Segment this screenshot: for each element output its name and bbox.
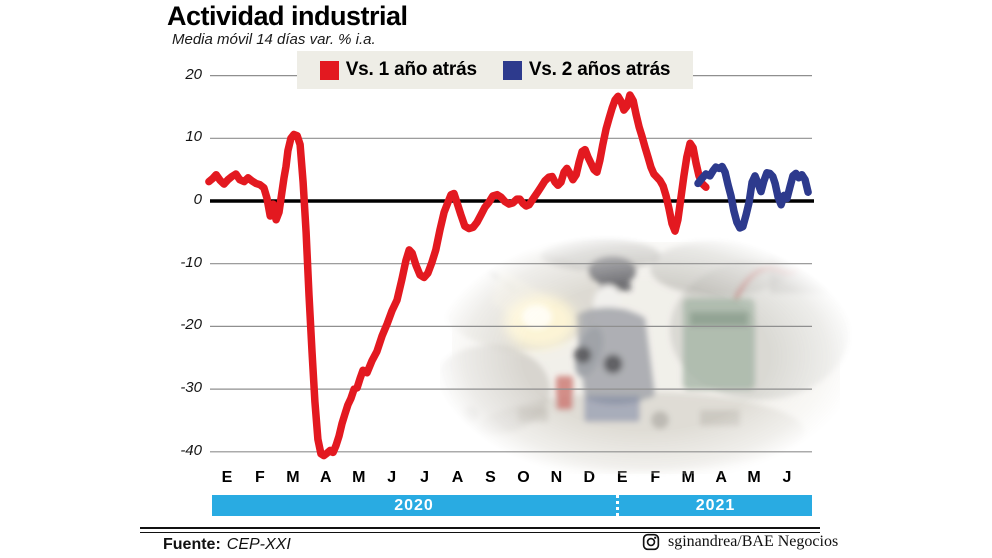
legend-item: Vs. 1 año atrás	[319, 59, 477, 81]
x-month-label: J	[420, 469, 430, 486]
legend-swatch-red	[319, 60, 339, 80]
x-month-label: N	[550, 469, 563, 486]
y-tick-label: -20	[180, 316, 202, 334]
source-line: Fuente: CEP-XXI	[163, 536, 291, 554]
y-tick-label: -10	[180, 253, 202, 271]
factory-worker-photo	[430, 237, 850, 474]
year-2020-segment: 2020	[212, 495, 619, 516]
x-month-label: S	[485, 469, 496, 486]
legend-swatch-blue	[502, 60, 522, 80]
instagram-icon	[642, 533, 660, 551]
legend-item: Vs. 2 años atrás	[502, 59, 671, 81]
legend-label: Vs. 1 año atrás	[345, 59, 477, 80]
x-month-label: M	[286, 469, 300, 486]
x-month-label: A	[451, 469, 464, 486]
series-line-blue	[694, 162, 812, 232]
page-title: Actividad industrial	[167, 1, 408, 31]
year-label-2021: 2021	[695, 496, 736, 514]
x-month-label: A	[715, 469, 727, 486]
x-month-label: E	[616, 469, 628, 486]
credit-line: sginandrea/BAE Negocios	[642, 533, 838, 551]
legend-label: Vs. 2 años atrás	[528, 59, 671, 80]
series-line-red	[205, 91, 710, 460]
year-band: 2020 2021	[212, 495, 812, 516]
x-month-label: A	[320, 469, 332, 486]
footer-divider	[140, 527, 820, 533]
chart-legend: Vs. 1 año atrás Vs. 2 años atrás	[297, 51, 693, 89]
source-value: CEP-XXI	[226, 536, 291, 553]
x-month-label: D	[583, 469, 596, 486]
y-tick-label: 10	[185, 128, 202, 146]
x-month-label: J	[387, 469, 397, 486]
source-label: Fuente:	[163, 536, 221, 553]
x-month-label: F	[255, 469, 265, 486]
y-tick-label: -40	[180, 441, 202, 459]
chart-subtitle: Media móvil 14 días var. % i.a.	[172, 31, 376, 48]
series-lines	[205, 91, 812, 460]
x-month-label: E	[221, 469, 233, 486]
y-tick-label: 0	[193, 191, 202, 208]
year-label-2020: 2020	[394, 496, 434, 514]
x-month-label: F	[650, 469, 661, 486]
x-month-label: M	[352, 469, 366, 486]
y-tick-label: 20	[185, 65, 202, 83]
year-2021-segment: 2021	[619, 495, 812, 516]
x-month-label: J	[782, 469, 792, 486]
credit-text: sginandrea/BAE Negocios	[668, 533, 839, 550]
y-tick-label: -30	[180, 379, 202, 397]
